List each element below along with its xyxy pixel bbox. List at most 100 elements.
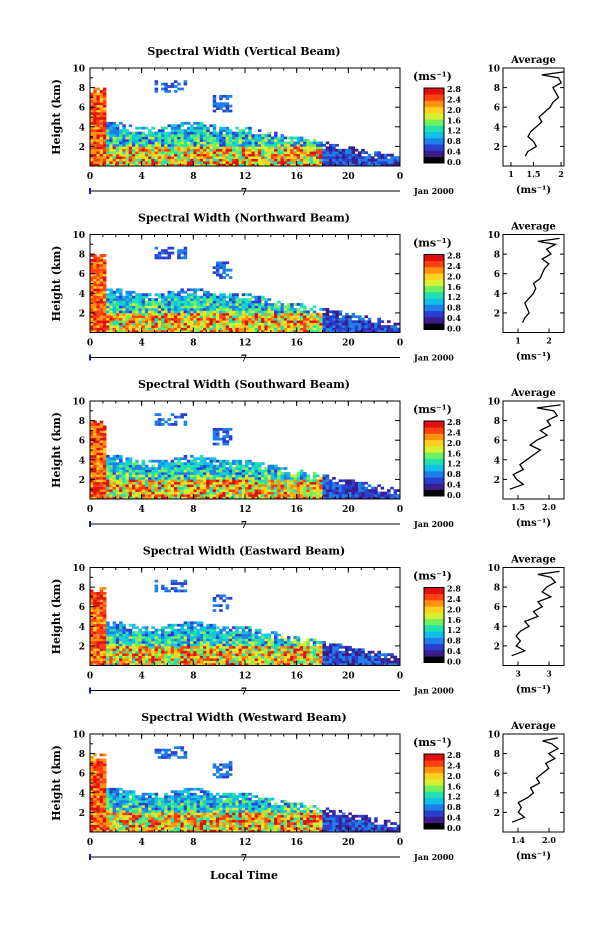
heatmap-cell [112, 650, 117, 654]
heatmap-cell [193, 322, 197, 326]
heatmap-cell [138, 660, 142, 664]
heatmap-cell [309, 491, 314, 495]
heatmap-cell [225, 491, 230, 495]
heatmap-cell [161, 584, 165, 588]
heatmap-cell [254, 163, 259, 167]
heatmap-cell [90, 631, 94, 634]
heatmap-cell [335, 320, 339, 323]
heatmap-cell [303, 476, 307, 480]
heatmap-cell [396, 489, 401, 492]
heatmap-cell [238, 467, 243, 470]
heatmap-cell [170, 582, 175, 585]
heatmap-cell [254, 491, 259, 495]
heatmap-cell [238, 462, 243, 465]
heatmap-cell [177, 322, 181, 326]
heatmap-cell [241, 494, 246, 497]
heatmap-cell [245, 312, 249, 316]
heatmap-cell [206, 325, 210, 328]
heatmap-cell [180, 484, 184, 488]
heatmap-cell [170, 423, 175, 426]
heatmap-cell [102, 663, 107, 666]
heatmap-cell [254, 303, 259, 306]
heatmap-cell [99, 601, 104, 605]
heatmap-cell [196, 317, 201, 321]
heatmap-cell [96, 121, 100, 125]
heatmap-cell [161, 653, 165, 656]
heatmap-cell [173, 579, 178, 583]
heatmap-cell [122, 645, 126, 649]
heatmap-cell [161, 663, 165, 666]
heatmap-cell [144, 641, 149, 644]
heatmap-cell [241, 317, 246, 321]
colorbar-tick-label: 1.2 [447, 126, 461, 136]
heatmap-cell [374, 489, 378, 492]
heatmap-cell [164, 161, 168, 164]
heatmap-cell [167, 643, 172, 647]
heatmap-cell [93, 491, 97, 495]
heatmap-cell [319, 320, 323, 323]
heatmap-cell [93, 283, 97, 287]
heatmap-cell [238, 303, 243, 306]
heatmap-cell [151, 491, 155, 495]
heatmap-cell [90, 131, 94, 135]
heatmap-cell [248, 330, 252, 333]
heatmap-cell [293, 479, 297, 483]
heatmap-cell [257, 476, 262, 480]
heatmap-cell [283, 156, 288, 159]
heatmap-cell [164, 491, 168, 495]
heatmap-cell [183, 158, 188, 162]
heatmap-cell [135, 136, 139, 140]
heatmap-cell [215, 158, 220, 162]
heatmap-cell [270, 303, 275, 306]
heatmap-cell [370, 494, 375, 497]
heatmap-cell [99, 300, 104, 304]
x-tick-label: 0 [397, 339, 403, 349]
heatmap-cell [102, 129, 107, 132]
heatmap-cell [354, 315, 359, 319]
heatmap-cell [125, 317, 130, 321]
heatmap-cell [109, 129, 113, 132]
heatmap-cell [135, 462, 139, 465]
heatmap-cell [199, 310, 204, 314]
heatmap-cell [199, 136, 204, 140]
heatmap-cell [286, 315, 291, 319]
heatmap-cell [154, 476, 159, 480]
heatmap-cell [348, 146, 352, 150]
heatmap-cell [306, 141, 310, 145]
heatmap-cell [177, 582, 181, 585]
heatmap-cell [212, 310, 217, 314]
heatmap-cell [225, 322, 230, 326]
heatmap-cell [199, 467, 204, 470]
heatmap-cell [193, 163, 197, 167]
heatmap-cell [102, 134, 107, 137]
heatmap-cell [115, 161, 120, 164]
heatmap-cell [135, 655, 139, 659]
heatmap-cell [193, 148, 197, 152]
heatmap-cell [264, 467, 268, 470]
heatmap-cell [316, 320, 320, 323]
heatmap-cell [135, 295, 139, 299]
heatmap-cell [203, 479, 207, 483]
heatmap-cell [215, 104, 220, 108]
heatmap-cell [109, 626, 113, 630]
heatmap-cell [128, 633, 133, 637]
heatmap-cell [186, 305, 191, 309]
heatmap-cell [90, 273, 94, 277]
heatmap-cell [212, 432, 217, 436]
heatmap-cell [102, 109, 107, 113]
heatmap-cell [170, 467, 175, 470]
heatmap-cell [254, 496, 259, 500]
heatmap-cell [93, 312, 97, 316]
heatmap-cell [232, 295, 236, 299]
heatmap-cell [325, 151, 330, 155]
heatmap-cell [251, 153, 255, 157]
heatmap-cell [141, 295, 146, 299]
heatmap-cell [112, 143, 117, 147]
heatmap-cell [93, 489, 97, 492]
heatmap-cell [144, 161, 149, 164]
heatmap-cell [341, 148, 346, 152]
heatmap-cell [293, 310, 297, 314]
avg-y-tick-label: 6 [494, 104, 500, 114]
heatmap-cell [270, 153, 275, 157]
heatmap-cell [154, 638, 159, 642]
